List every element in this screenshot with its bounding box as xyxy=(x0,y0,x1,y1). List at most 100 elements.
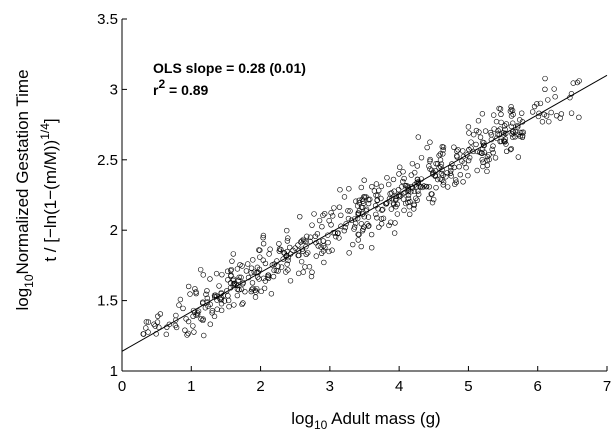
data-point xyxy=(405,187,411,193)
data-point xyxy=(270,273,277,280)
data-point xyxy=(350,241,356,248)
data-point xyxy=(229,258,235,264)
data-point xyxy=(166,321,173,328)
data-point xyxy=(452,177,459,183)
data-point xyxy=(460,179,466,185)
data-point xyxy=(427,166,433,172)
data-point xyxy=(368,231,375,238)
data-point xyxy=(481,140,487,146)
data-point xyxy=(509,107,516,114)
data-point xyxy=(465,124,472,130)
data-point xyxy=(248,288,254,295)
data-point xyxy=(225,297,232,304)
data-point xyxy=(474,167,480,174)
data-point xyxy=(421,183,427,189)
data-point xyxy=(236,274,242,280)
y-tick-label: 3 xyxy=(110,81,118,98)
data-point xyxy=(373,181,380,187)
data-point xyxy=(574,79,581,86)
data-point xyxy=(309,222,315,228)
x-axis-label: log10 Adult mass (g) xyxy=(291,409,440,432)
data-point xyxy=(427,156,433,163)
data-point xyxy=(153,331,159,337)
data-point xyxy=(207,276,213,282)
data-point xyxy=(374,215,380,221)
data-point xyxy=(195,308,202,314)
data-point xyxy=(394,211,401,217)
data-point xyxy=(440,147,446,153)
data-point xyxy=(358,204,365,210)
data-point xyxy=(143,319,150,325)
data-point xyxy=(354,203,361,209)
data-point xyxy=(502,136,509,142)
data-point xyxy=(361,214,368,220)
data-point xyxy=(217,296,223,302)
data-point xyxy=(380,215,387,222)
data-point xyxy=(262,278,269,284)
data-point xyxy=(284,238,291,244)
data-point xyxy=(389,195,395,202)
data-point xyxy=(254,264,261,271)
data-point xyxy=(351,226,357,232)
data-point xyxy=(275,263,281,269)
data-point xyxy=(239,301,245,308)
data-point xyxy=(427,139,433,145)
data-point xyxy=(391,230,398,236)
data-point xyxy=(202,305,209,311)
data-point xyxy=(345,215,352,222)
data-point xyxy=(248,270,254,276)
data-point xyxy=(465,157,472,164)
data-point xyxy=(480,159,486,165)
data-point xyxy=(322,244,328,251)
data-point xyxy=(405,188,412,195)
data-point xyxy=(426,184,432,190)
data-point xyxy=(204,295,211,301)
data-point xyxy=(387,191,393,197)
data-point xyxy=(510,128,516,135)
data-point xyxy=(430,196,437,203)
data-point xyxy=(466,154,473,161)
data-point xyxy=(252,294,259,300)
y-axis-label-line1: log10Normalized Gestation Time xyxy=(13,69,36,310)
data-point xyxy=(345,208,351,214)
data-point xyxy=(376,187,382,194)
data-point xyxy=(276,241,282,247)
data-point xyxy=(529,109,536,115)
data-point xyxy=(284,261,290,267)
data-point xyxy=(187,291,193,297)
data-point xyxy=(496,105,502,112)
data-point xyxy=(301,238,307,244)
data-point xyxy=(218,290,224,297)
data-point xyxy=(452,181,458,187)
data-point xyxy=(471,131,477,138)
data-point xyxy=(498,111,504,118)
data-point xyxy=(313,253,319,259)
data-point xyxy=(320,248,327,254)
data-point xyxy=(299,238,305,244)
r-squared-annotation: r2 = 0.89 xyxy=(153,77,209,98)
data-point xyxy=(445,184,451,190)
data-point xyxy=(429,199,436,206)
data-point xyxy=(387,219,394,225)
data-point xyxy=(454,148,460,154)
data-point xyxy=(479,156,485,163)
data-point xyxy=(230,282,236,289)
data-point xyxy=(518,110,525,116)
data-point xyxy=(191,329,197,335)
x-tick-label: 6 xyxy=(534,378,542,395)
data-point xyxy=(221,298,228,304)
y-axis-label-line2: t / [−ln(1−(m/M))1/4] xyxy=(38,118,60,261)
data-point xyxy=(514,124,521,130)
data-point xyxy=(436,152,442,159)
data-point xyxy=(432,172,438,178)
data-point xyxy=(254,270,260,276)
data-point xyxy=(197,266,204,273)
data-point xyxy=(497,138,503,145)
data-point xyxy=(278,246,284,253)
x-tick-label: 3 xyxy=(326,378,334,395)
data-point xyxy=(415,188,421,194)
data-point xyxy=(466,146,472,153)
data-point xyxy=(495,128,501,134)
data-point xyxy=(356,231,362,238)
data-point xyxy=(454,154,460,160)
